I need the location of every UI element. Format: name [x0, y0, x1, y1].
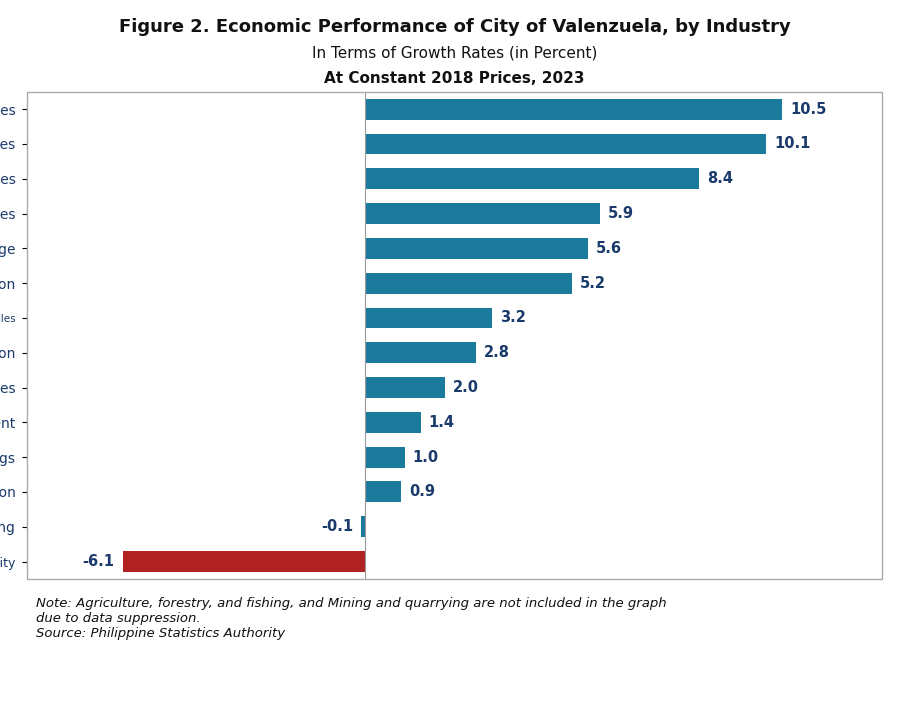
Text: Figure 2. Economic Performance of City of Valenzuela, by Industry: Figure 2. Economic Performance of City o…: [119, 18, 790, 35]
Bar: [365, 308, 493, 328]
Text: In Terms of Growth Rates (in Percent): In Terms of Growth Rates (in Percent): [312, 46, 597, 61]
Text: 5.9: 5.9: [607, 206, 634, 221]
Text: 8.4: 8.4: [707, 172, 733, 186]
Text: 1.0: 1.0: [413, 450, 439, 465]
Bar: [365, 99, 783, 119]
Bar: [365, 481, 401, 503]
Bar: [365, 273, 572, 294]
Bar: [123, 551, 365, 572]
Text: 10.1: 10.1: [774, 136, 811, 152]
Text: At Constant 2018 Prices, 2023: At Constant 2018 Prices, 2023: [325, 71, 584, 85]
Text: -6.1: -6.1: [83, 554, 115, 569]
Bar: [365, 412, 421, 433]
Bar: [361, 516, 365, 537]
Text: Note: Agriculture, forestry, and fishing, and Mining and quarrying are not inclu: Note: Agriculture, forestry, and fishing…: [36, 597, 667, 640]
Text: 10.5: 10.5: [790, 102, 826, 116]
Bar: [365, 238, 587, 259]
Bar: [365, 133, 766, 155]
Text: -0.1: -0.1: [321, 519, 354, 534]
Bar: [365, 342, 476, 363]
Bar: [365, 203, 600, 224]
Text: 5.2: 5.2: [580, 275, 605, 291]
Text: 3.2: 3.2: [500, 311, 526, 325]
Text: 2.8: 2.8: [484, 345, 510, 360]
Bar: [365, 377, 445, 398]
Bar: [365, 168, 699, 189]
Text: 2.0: 2.0: [453, 380, 478, 395]
Text: 5.6: 5.6: [595, 241, 622, 256]
Text: 1.4: 1.4: [429, 415, 454, 430]
Bar: [365, 447, 405, 467]
Text: 0.9: 0.9: [409, 484, 435, 499]
